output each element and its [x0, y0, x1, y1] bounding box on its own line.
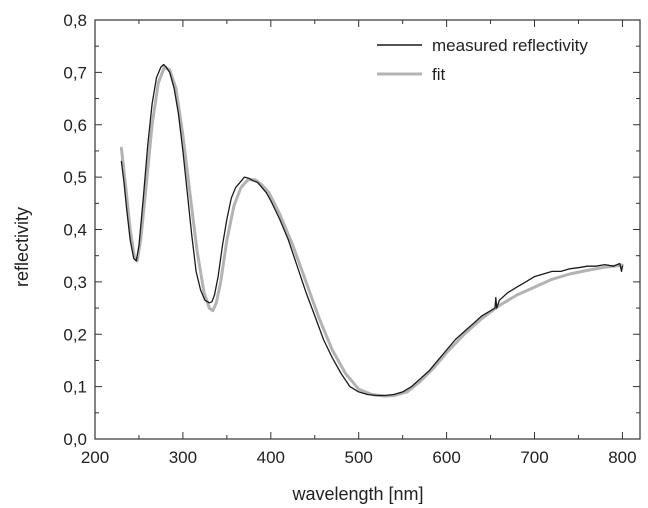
x-tick-label: 300 — [169, 448, 197, 467]
y-tick-label: 0,4 — [63, 221, 87, 240]
x-tick-label: 500 — [345, 448, 373, 467]
y-tick-label: 0,5 — [63, 168, 87, 187]
y-tick-label: 0,6 — [63, 116, 87, 135]
legend: measured reflectivity fit — [377, 36, 588, 84]
plot-area — [119, 63, 624, 398]
x-tick-label: 200 — [81, 448, 109, 467]
y-tick-label: 0,8 — [63, 11, 87, 30]
axis-tick-labels: 200 300 400 500 600 700 800 0,0 0,1 0,2 0,3 0,4 0,5 0… — [63, 11, 636, 467]
x-axis-title: wavelength [nm] — [291, 484, 423, 504]
plot-frame — [94, 19, 641, 440]
y-tick-label: 0,7 — [63, 63, 87, 82]
x-tick-label: 600 — [432, 448, 460, 467]
x-tick-label: 800 — [608, 448, 636, 467]
y-tick-label: 0,3 — [63, 273, 87, 292]
y-tick-label: 0,2 — [63, 325, 87, 344]
x-tick-label: 400 — [257, 448, 285, 467]
legend-label-measured-reflectivity: measured reflectivity — [432, 36, 588, 55]
y-tick-label: 0,0 — [63, 430, 87, 449]
x-tick-label: 700 — [520, 448, 548, 467]
y-tick-label: 0,1 — [63, 378, 87, 397]
series-line-fit — [119, 65, 624, 398]
legend-label-fit: fit — [432, 65, 446, 84]
y-axis-title: reflectivity — [12, 207, 32, 287]
series-line-measured-reflectivity — [120, 63, 624, 397]
